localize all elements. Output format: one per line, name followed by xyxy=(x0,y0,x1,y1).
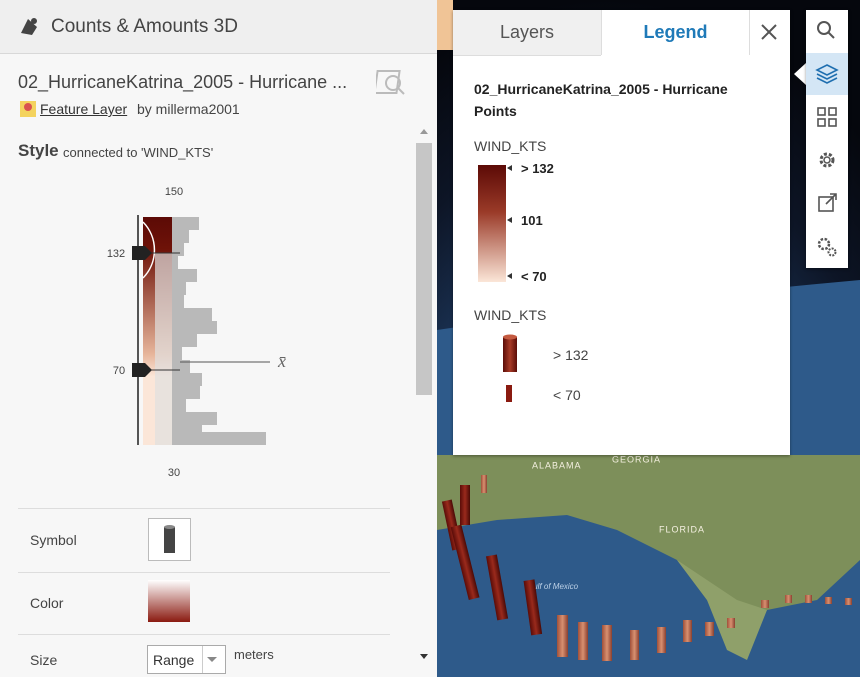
select-value: Range xyxy=(153,652,195,668)
settings-button[interactable] xyxy=(806,139,848,181)
layers-button[interactable] xyxy=(806,53,848,95)
florida xyxy=(677,560,767,660)
toolbar xyxy=(806,10,848,268)
search-button[interactable] xyxy=(806,10,848,52)
legend-label: < 70 xyxy=(521,269,547,284)
lower-handle[interactable] xyxy=(132,363,152,377)
layer-icon xyxy=(20,101,36,117)
basemap-button[interactable] xyxy=(806,96,848,138)
mean-symbol: x̄ xyxy=(277,351,286,371)
layer-owner: by millerma2001 xyxy=(137,101,240,117)
cylinder-icon xyxy=(164,525,175,553)
layer-type-link[interactable]: Feature Layer xyxy=(40,101,128,117)
hist-max: 150 xyxy=(165,186,183,198)
legend-panel: Layers Legend 02_HurricaneKatrina_2005 -… xyxy=(453,10,790,455)
layer-name: 02_HurricaneKatrina_2005 - Hurricane ... xyxy=(18,72,348,92)
panel-title: Counts & Amounts 3D xyxy=(51,16,238,37)
app-icon xyxy=(21,18,37,35)
map-label: FLORIDA xyxy=(659,524,705,534)
upper-handle-label: 132 xyxy=(107,248,125,260)
option-label: Size xyxy=(30,652,58,668)
tab-label: Layers xyxy=(499,22,555,42)
panel-header: Counts & Amounts 3D xyxy=(0,0,437,54)
legend-size-symbols xyxy=(503,334,517,402)
option-label: Color xyxy=(30,595,64,611)
legend-title: 02_HurricaneKatrina_2005 - Hurricane Poi… xyxy=(474,81,728,119)
scroll-up[interactable] xyxy=(420,128,428,136)
legend-field: WIND_KTS xyxy=(474,138,547,154)
lower-handle-label: 70 xyxy=(113,365,125,377)
legend-label: > 132 xyxy=(553,347,589,363)
divider xyxy=(18,634,390,635)
tab-active[interactable]: Legend xyxy=(601,10,750,55)
legend-label: > 132 xyxy=(521,161,554,176)
scroll-down[interactable] xyxy=(420,653,428,661)
tools-button[interactable] xyxy=(806,225,848,267)
ramp-overlay xyxy=(155,253,172,445)
handle-arc xyxy=(142,221,156,279)
tab-label: Legend xyxy=(643,22,708,42)
land xyxy=(437,455,860,640)
style-field: connected to 'WIND_KTS' xyxy=(63,145,214,160)
legend-ticks xyxy=(507,165,512,279)
select-divider xyxy=(202,646,203,673)
scroll-thumb[interactable] xyxy=(416,143,432,395)
legend-label: < 70 xyxy=(553,387,581,403)
select-arrow xyxy=(207,657,217,662)
side-panel: Counts & Amounts 3D 02_HurricaneKatrina_… xyxy=(0,0,437,677)
map-label: ALABAMA xyxy=(532,460,582,470)
legend-field: WIND_KTS xyxy=(474,307,547,323)
upper-handle[interactable] xyxy=(132,246,152,260)
hurricane-cylinders xyxy=(441,475,852,661)
size-select[interactable]: Range xyxy=(147,645,226,674)
color-picker[interactable] xyxy=(148,580,190,622)
legend-label: 101 xyxy=(521,213,543,228)
divider xyxy=(18,508,390,509)
map-label: Gulf of Mexico xyxy=(527,582,579,591)
close-button[interactable] xyxy=(759,22,779,42)
option-label: Symbol xyxy=(30,532,77,548)
symbol-picker[interactable] xyxy=(148,518,191,561)
tab[interactable]: Layers xyxy=(453,10,601,56)
style-label: Style xyxy=(18,141,59,160)
divider xyxy=(18,572,390,573)
zoom-to-layer[interactable] xyxy=(376,68,408,98)
map-label: GEORGIA xyxy=(612,454,661,464)
hist-min: 30 xyxy=(168,467,180,479)
histogram-slider: 150 30 x̄ 132 70 xyxy=(107,186,286,479)
size-unit: meters xyxy=(234,647,274,662)
scrollbar[interactable] xyxy=(416,128,432,668)
popup-pointer xyxy=(794,63,806,85)
histogram-bars xyxy=(172,217,266,445)
legend-ramp xyxy=(478,165,506,282)
map-edge xyxy=(437,0,453,50)
share-button[interactable] xyxy=(806,182,848,224)
